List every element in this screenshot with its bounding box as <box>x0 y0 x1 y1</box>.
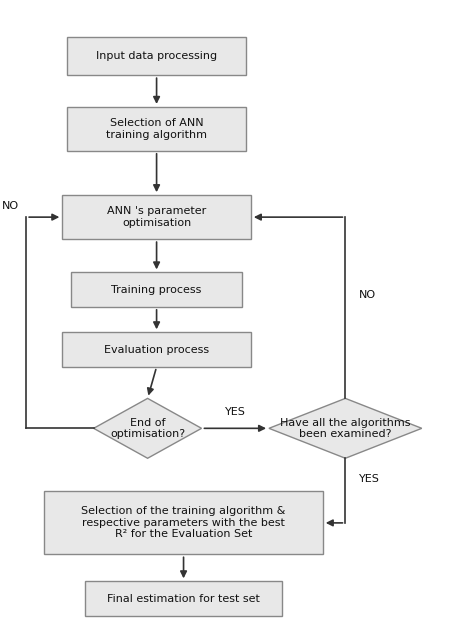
FancyBboxPatch shape <box>62 195 251 239</box>
Text: NO: NO <box>359 290 376 300</box>
FancyBboxPatch shape <box>62 332 251 367</box>
FancyBboxPatch shape <box>67 107 246 151</box>
FancyBboxPatch shape <box>67 38 246 75</box>
Text: Evaluation process: Evaluation process <box>104 345 209 354</box>
FancyBboxPatch shape <box>85 581 283 616</box>
Text: Have all the algorithms
been examined?: Have all the algorithms been examined? <box>280 417 410 439</box>
Text: Selection of ANN
training algorithm: Selection of ANN training algorithm <box>106 118 207 140</box>
FancyBboxPatch shape <box>44 492 323 555</box>
FancyBboxPatch shape <box>71 272 242 307</box>
Text: Input data processing: Input data processing <box>96 52 217 61</box>
Text: End of
optimisation?: End of optimisation? <box>110 417 185 439</box>
Text: Final estimation for test set: Final estimation for test set <box>107 593 260 604</box>
Text: ANN 's parameter
optimisation: ANN 's parameter optimisation <box>107 206 206 228</box>
Text: YES: YES <box>225 407 246 417</box>
Text: Training process: Training process <box>111 285 202 294</box>
Text: NO: NO <box>2 201 19 211</box>
Text: Selection of the training algorithm &
respective parameters with the best
R² for: Selection of the training algorithm & re… <box>82 506 286 539</box>
Polygon shape <box>94 398 201 459</box>
Text: YES: YES <box>359 474 380 484</box>
Polygon shape <box>269 398 422 459</box>
